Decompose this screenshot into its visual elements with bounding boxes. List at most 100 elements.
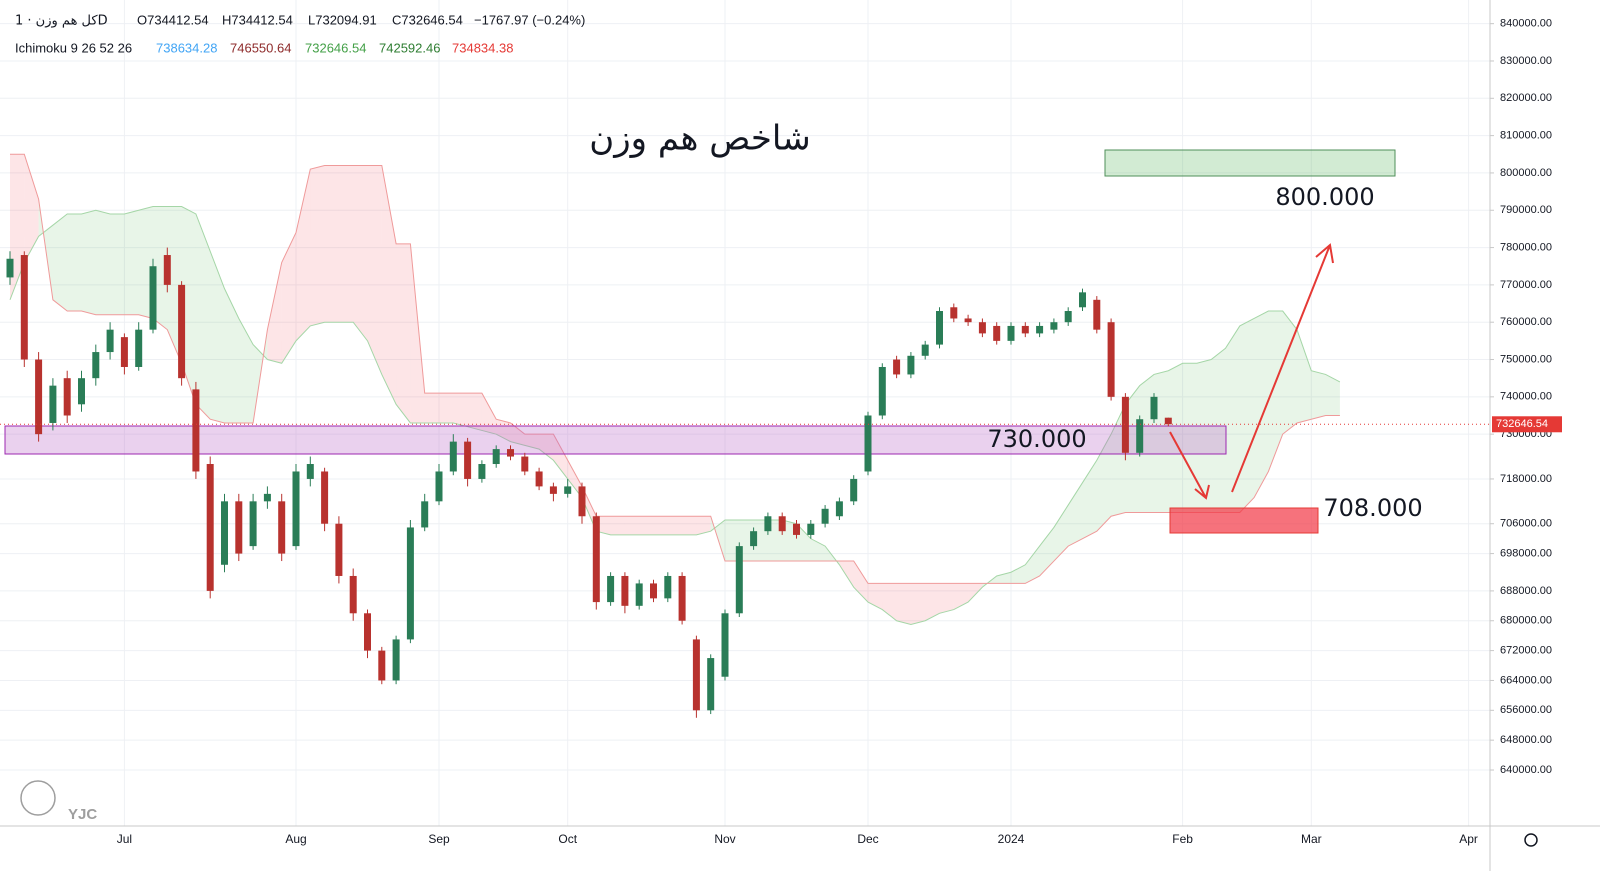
- cloud-segment: [410, 243, 425, 423]
- cloud-segment: [725, 519, 740, 562]
- candle-body: [49, 385, 57, 423]
- candle-body: [1093, 299, 1101, 330]
- candle-body: [35, 359, 43, 435]
- y-tick-label: 780000.00: [1500, 241, 1552, 253]
- y-tick-label: 680000.00: [1500, 615, 1552, 627]
- cloud-segment: [1311, 370, 1326, 420]
- candle-body: [607, 575, 615, 603]
- y-tick-label: 790000.00: [1500, 204, 1552, 216]
- cloud-segment: [267, 262, 282, 364]
- cloud-segment: [1139, 374, 1154, 513]
- arrow-up: [1231, 243, 1334, 493]
- cloud-segment: [338, 165, 354, 323]
- candle-body: [20, 255, 28, 360]
- cloud-segment: [453, 393, 468, 427]
- candle-body: [907, 355, 915, 375]
- cloud-segment: [953, 583, 969, 610]
- y-tick-label: 770000.00: [1500, 279, 1552, 291]
- y-tick-label: 664000.00: [1500, 674, 1552, 686]
- watermark-logo: [20, 780, 56, 816]
- candle-body: [78, 378, 85, 405]
- candle-body: [1107, 322, 1115, 397]
- x-tick-label: Jul: [117, 832, 132, 846]
- cloud-segment: [424, 393, 439, 423]
- cloud-segment: [296, 169, 311, 341]
- x-tick-label: Sep: [428, 832, 450, 846]
- cloud-segment: [153, 206, 168, 330]
- candle-body: [735, 546, 743, 614]
- cloud-segment: [1039, 527, 1054, 576]
- cloud-segment: [1254, 311, 1269, 498]
- candle-body: [206, 464, 214, 591]
- level-label: 800.000: [1275, 183, 1374, 211]
- cloud-segment: [939, 583, 954, 614]
- candle-body: [1164, 417, 1172, 425]
- candle-body: [578, 486, 586, 517]
- cloud-segment: [310, 165, 325, 326]
- x-tick-label: 2024: [998, 832, 1025, 846]
- cloud-line: [9, 206, 1341, 625]
- candle-body: [378, 650, 386, 681]
- cloud-segment: [124, 210, 139, 315]
- candle-body: [678, 575, 686, 621]
- cloud-segment: [1268, 311, 1283, 472]
- cloud-segment: [1053, 505, 1069, 562]
- candle-body: [235, 501, 243, 554]
- cloud-segment: [381, 165, 397, 405]
- cloud-segment: [739, 519, 754, 562]
- candle-body: [1007, 325, 1015, 341]
- candle-body: [435, 471, 443, 502]
- candle-body: [535, 471, 543, 487]
- candle-body: [707, 658, 715, 711]
- x-tick-label: Feb: [1172, 832, 1193, 846]
- cloud-segment: [1111, 404, 1126, 517]
- candle-body: [764, 516, 772, 532]
- cloud-segment: [10, 154, 25, 300]
- axes: 840000.00 830000.00 820000.00 810000.00 8000…: [0, 18, 1562, 846]
- y-tick-label: 760000.00: [1500, 316, 1552, 328]
- candle-body: [135, 329, 143, 367]
- cloud-segment: [81, 210, 96, 315]
- candle-body: [750, 531, 758, 547]
- candle-body: [106, 329, 114, 353]
- candle-body: [421, 501, 429, 528]
- cloud-segment: [1068, 482, 1083, 547]
- cloud-segment: [24, 154, 39, 263]
- candle-body: [936, 311, 943, 345]
- candle-body: [635, 583, 643, 606]
- cloud-segment: [224, 288, 239, 423]
- candle-body: [793, 523, 800, 535]
- candle-body: [349, 575, 357, 614]
- candle-body: [6, 258, 14, 278]
- x-tick-label: Oct: [558, 832, 577, 846]
- candle-body: [406, 527, 414, 640]
- cloud-segment: [624, 516, 640, 535]
- pullback-zone: [1169, 507, 1319, 534]
- cloud-segment: [396, 243, 411, 423]
- candle-body: [1036, 325, 1044, 334]
- y-tick-label: 672000.00: [1500, 645, 1552, 657]
- candle-body: [278, 501, 286, 554]
- cloud-segment: [195, 213, 211, 420]
- candle-body: [549, 486, 557, 494]
- candle-body: [478, 464, 486, 479]
- cloud-segment: [439, 393, 454, 423]
- candle-body: [507, 449, 514, 457]
- cloud-segment: [1325, 374, 1340, 416]
- arrow-down: [1169, 431, 1210, 500]
- settings-icon[interactable]: [1524, 833, 1538, 847]
- candle-body: [521, 456, 529, 472]
- candle-body: [163, 255, 171, 285]
- candle-body: [664, 575, 672, 599]
- candle-body: [993, 325, 1001, 341]
- y-tick-label: 640000.00: [1500, 764, 1552, 776]
- x-tick-label: Dec: [857, 832, 878, 846]
- candle-body: [721, 613, 729, 677]
- cloud-segment: [696, 516, 711, 535]
- cloud-segment: [882, 583, 897, 621]
- cloud-segment: [1154, 370, 1169, 513]
- candle-body: [564, 486, 572, 494]
- lagging-value: 732646.54: [305, 40, 366, 55]
- candle-body: [63, 378, 71, 416]
